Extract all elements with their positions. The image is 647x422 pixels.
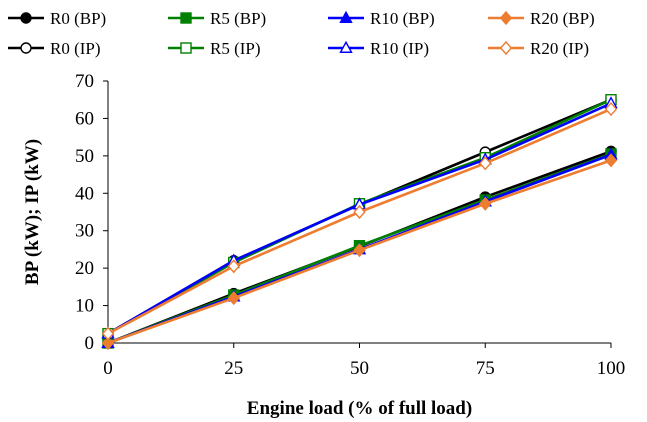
legend-label: R5 (IP) (210, 39, 261, 58)
x-axis-title: Engine load (% of full load) (247, 398, 472, 419)
x-tick-label: 0 (103, 358, 113, 379)
legend-item: R10 (IP) (328, 39, 429, 58)
legend-marker (499, 40, 513, 56)
legend-label: R10 (IP) (370, 39, 429, 58)
legend-item: R5 (IP) (168, 39, 261, 58)
x-tick-label: 50 (350, 358, 369, 379)
legend-label: R10 (BP) (370, 9, 435, 28)
legend-label: R20 (BP) (530, 9, 595, 28)
series-3 (101, 153, 618, 351)
x-tick-label: 25 (224, 358, 243, 379)
data-point (479, 156, 492, 171)
legend-item: R20 (BP) (488, 9, 595, 28)
legend-label: R0 (BP) (50, 9, 106, 28)
series-layer (101, 94, 618, 351)
legend-label: R0 (IP) (50, 39, 101, 58)
y-tick-label: 20 (75, 258, 94, 279)
series-line (107, 107, 612, 335)
data-point (101, 326, 115, 341)
legend-marker (20, 42, 32, 54)
data-point (353, 243, 366, 258)
legend-label: R5 (BP) (210, 9, 266, 28)
data-point (101, 335, 115, 351)
x-tick-label: 75 (476, 358, 495, 379)
data-point (604, 153, 618, 168)
legend-marker (499, 10, 513, 26)
data-point (604, 102, 618, 117)
y-tick-label: 60 (75, 108, 94, 129)
y-axis-title: BP (kW); IP (kW) (22, 139, 43, 285)
legend-marker (339, 10, 353, 23)
legend-marker (20, 12, 32, 24)
legend-item: R0 (BP) (8, 9, 106, 28)
legend-label: R20 (IP) (530, 39, 589, 58)
legend-item: R10 (BP) (328, 9, 435, 28)
legend-item: R0 (IP) (8, 39, 101, 58)
data-point (227, 291, 240, 306)
y-tick-label: 70 (75, 71, 94, 92)
legend-item: R20 (IP) (488, 39, 589, 58)
x-tick-label: 100 (597, 358, 626, 379)
legend: R0 (BP) R5 (BP) R10 (BP) R20 (BP) R0 (IP) R5 … (8, 9, 595, 58)
y-tick-label: 40 (75, 183, 94, 204)
y-tick-label: 0 (85, 333, 95, 354)
legend-marker (180, 42, 192, 54)
data-point (479, 196, 492, 211)
axes: 0 10 20 30 40 50 60 70 0 25 50 75 100 (75, 71, 625, 379)
y-tick-label: 50 (75, 146, 94, 167)
series-7 (101, 102, 618, 341)
legend-marker (180, 12, 192, 24)
y-tick-label: 10 (75, 296, 94, 317)
legend-marker (339, 40, 353, 53)
data-point (227, 259, 240, 274)
y-tick-label: 30 (75, 221, 94, 242)
legend-item: R5 (BP) (168, 9, 266, 28)
data-point (353, 204, 366, 220)
